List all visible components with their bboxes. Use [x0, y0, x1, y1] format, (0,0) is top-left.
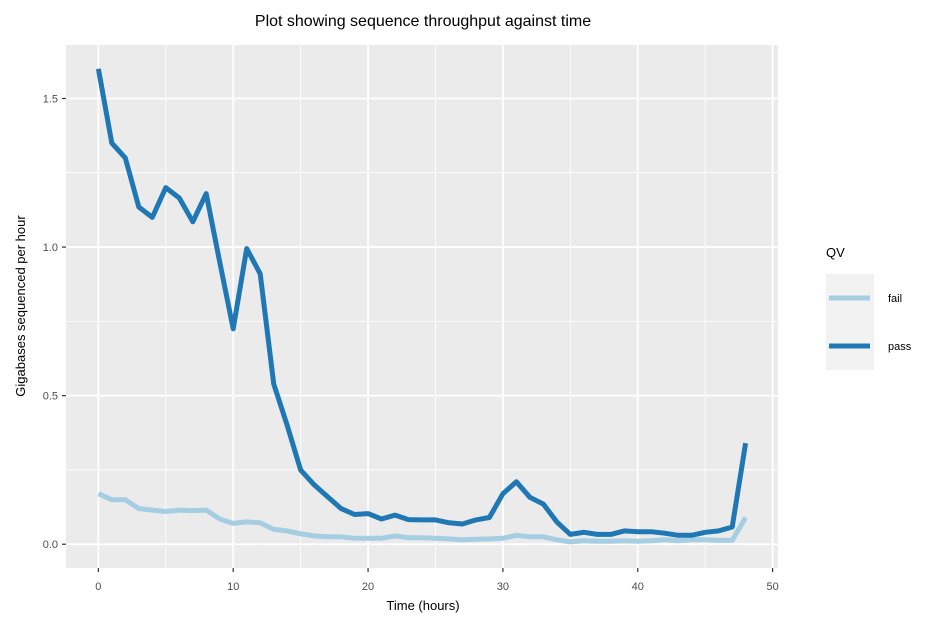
y-tick-label: 1.5	[43, 93, 58, 105]
chart-title: Plot showing sequence throughput against…	[255, 13, 591, 30]
series-line-pass	[95, 68, 749, 538]
minor-gridlines	[66, 45, 778, 568]
x-tick-label: 40	[632, 581, 644, 593]
y-axis: 0.0 0.5 1.0 1.5	[43, 93, 66, 551]
legend-key-background	[826, 274, 874, 370]
legend: QV fail pass	[826, 245, 912, 370]
series-lines	[95, 68, 749, 545]
x-tick-label: 30	[497, 581, 509, 593]
x-axis-title: Time (hours)	[386, 598, 459, 613]
plot-panel	[66, 45, 778, 568]
x-tick-label: 10	[227, 581, 239, 593]
legend-label-fail: fail	[888, 293, 902, 305]
major-gridlines	[66, 45, 778, 568]
legend-title: QV	[826, 245, 845, 260]
x-axis: 0 10 20 30 40 50	[95, 568, 779, 593]
series-line-fail	[97, 491, 748, 545]
y-tick-label: 1.0	[43, 242, 58, 254]
x-tick-label: 50	[766, 581, 778, 593]
legend-label-pass: pass	[888, 341, 912, 353]
y-axis-title: Gigabases sequenced per hour	[13, 215, 28, 397]
x-tick-label: 0	[95, 581, 101, 593]
y-tick-label: 0.0	[43, 539, 58, 551]
x-tick-label: 20	[362, 581, 374, 593]
y-tick-label: 0.5	[43, 391, 58, 403]
